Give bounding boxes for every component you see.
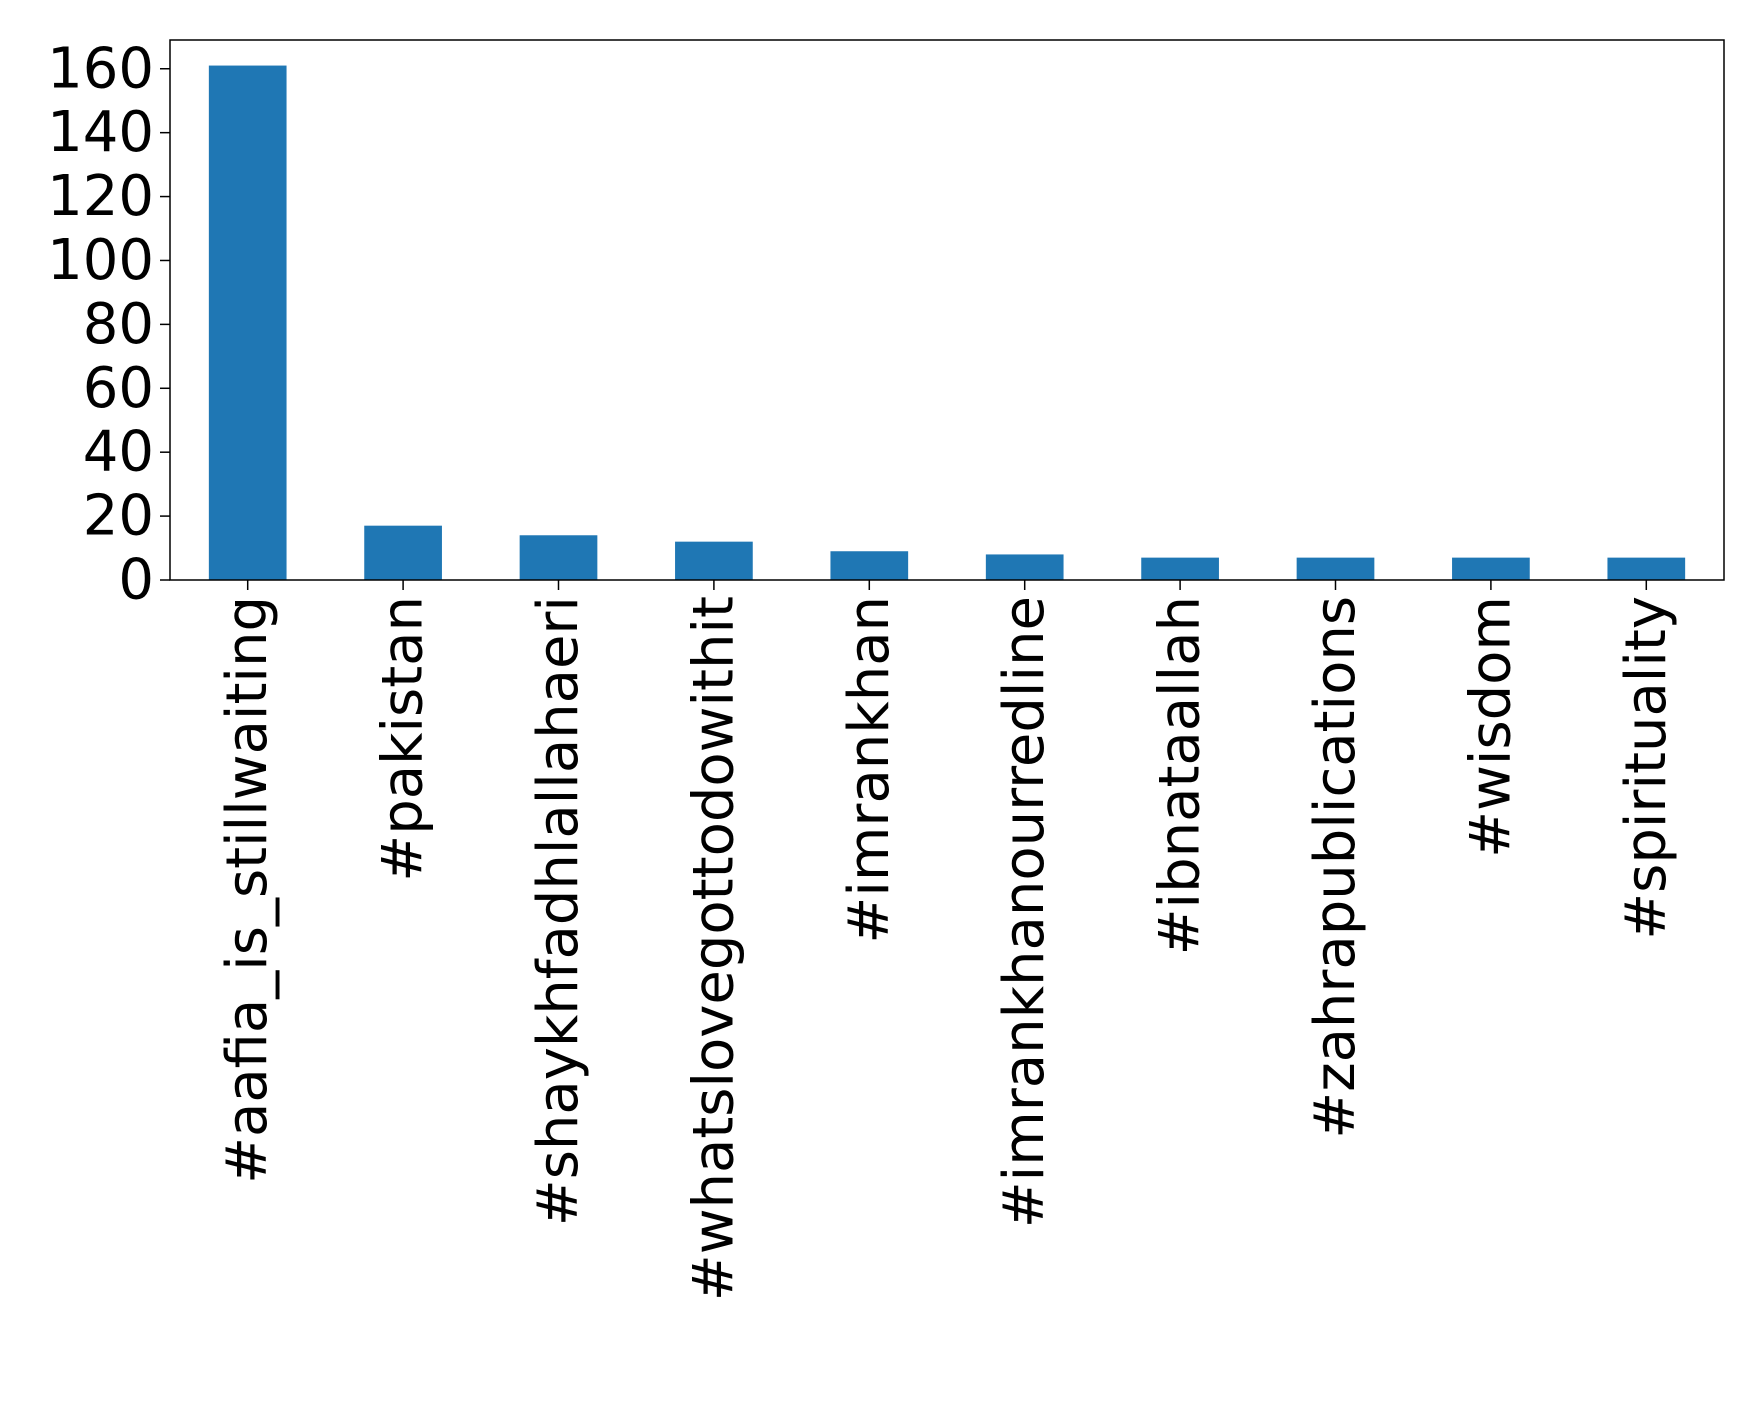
y-tick-label-3: 60 xyxy=(83,356,154,421)
x-axis-ticks: #aafia_is_stillwaiting #pakistan #shaykhfa… xyxy=(215,580,1679,1301)
bar-4 xyxy=(830,551,909,580)
bar-6 xyxy=(1141,557,1219,580)
bar-9 xyxy=(1607,557,1686,580)
bar-5 xyxy=(985,554,1064,580)
bar-1 xyxy=(364,525,442,580)
y-tick-label-0: 0 xyxy=(118,548,154,613)
x-tick-label-2: #shaykhfadhlallahaeri xyxy=(526,596,591,1226)
x-tick-label-6: #ibnataallah xyxy=(1148,596,1213,955)
bar-3 xyxy=(675,541,753,580)
y-tick-label-2: 40 xyxy=(83,420,154,485)
bar-8 xyxy=(1452,557,1530,580)
bar-0 xyxy=(208,65,287,580)
y-tick-label-4: 80 xyxy=(83,292,154,357)
x-tick-label-3: #whatslovegottodowithit xyxy=(681,596,746,1301)
y-tick-label-8: 160 xyxy=(47,36,154,101)
y-tick-label-7: 140 xyxy=(47,100,154,165)
y-tick-label-6: 120 xyxy=(47,164,154,229)
bar-2 xyxy=(519,535,598,580)
x-tick-label-1: #pakistan xyxy=(371,596,436,882)
plot-frame xyxy=(169,39,1725,581)
x-tick-label-7: #zahrapublications xyxy=(1303,596,1368,1139)
bar-7 xyxy=(1296,557,1375,580)
x-tick-label-0: #aafia_is_stillwaiting xyxy=(215,596,280,1184)
x-tick-label-9: #spirituality xyxy=(1614,596,1679,940)
y-tick-label-5: 100 xyxy=(47,228,154,293)
x-tick-label-4: #imrankhan xyxy=(837,596,902,944)
x-tick-label-5: #imrankhanourredline xyxy=(992,596,1057,1228)
y-tick-label-1: 20 xyxy=(83,484,154,549)
x-tick-label-8: #wisdom xyxy=(1458,596,1523,858)
bars-layer xyxy=(208,65,1686,580)
